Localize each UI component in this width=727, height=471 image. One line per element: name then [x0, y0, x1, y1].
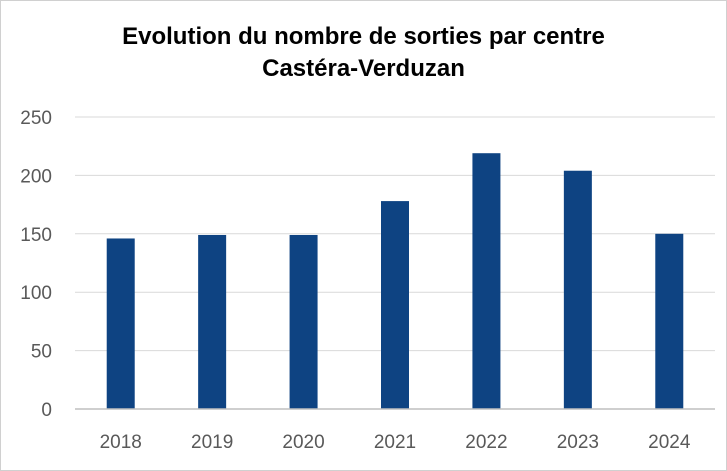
y-tick-label: 50: [31, 342, 52, 363]
y-tick-label: 0: [41, 400, 52, 421]
chart-title-line-2: Castéra-Verduzan: [262, 55, 465, 82]
bar-2021: [381, 201, 409, 409]
y-axis-tick-labels: 0 50 100 150 200 250: [20, 108, 52, 421]
chart-title: Evolution du nombre de sorties par centr…: [1, 21, 726, 85]
bar-2022: [472, 153, 501, 409]
chart-title-line-1: Evolution du nombre de sorties par centr…: [122, 23, 605, 50]
x-tick-label: 2022: [465, 432, 507, 453]
x-tick-label: 2018: [100, 432, 142, 453]
bar-2020: [289, 234, 318, 409]
x-tick-label: 2021: [374, 432, 416, 453]
y-tick-label: 250: [20, 108, 52, 129]
bar-2019: [198, 234, 227, 409]
y-tick-label: 200: [20, 166, 52, 187]
bars: [106, 153, 684, 409]
x-axis-tick-labels: 2018 2019 2020 2021 2022 2023 2024: [100, 432, 691, 453]
x-tick-label: 2020: [282, 432, 324, 453]
y-tick-label: 100: [20, 283, 52, 304]
x-tick-label: 2024: [648, 432, 691, 453]
x-tick-label: 2023: [557, 432, 599, 453]
bar-2024: [655, 233, 684, 409]
bar-2018: [106, 238, 135, 409]
y-tick-label: 150: [20, 225, 52, 246]
x-tick-label: 2019: [191, 432, 233, 453]
bar-2023: [563, 170, 592, 409]
